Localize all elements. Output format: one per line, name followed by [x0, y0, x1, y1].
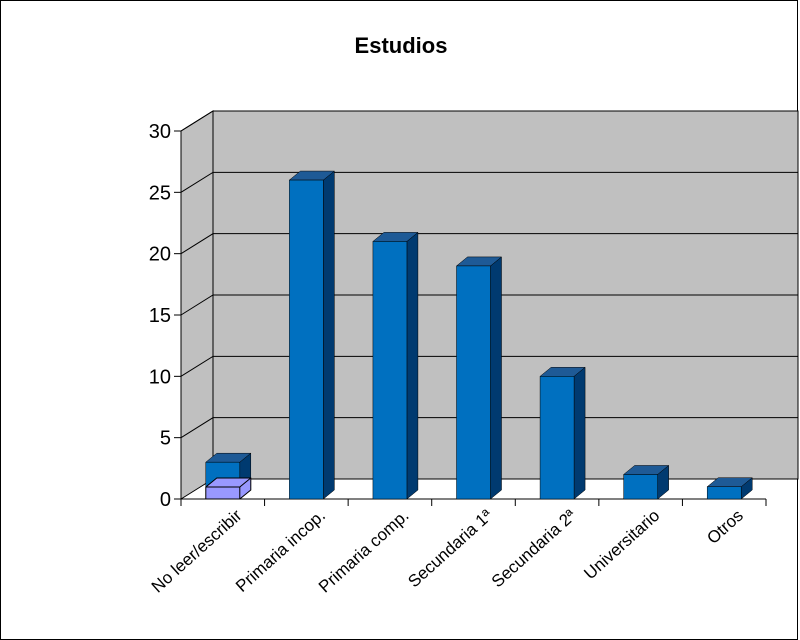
- y-tick-label: 30: [149, 121, 171, 143]
- bar-side: [490, 256, 502, 500]
- y-tick-label: 25: [149, 182, 171, 204]
- x-category-label: Secundaria 1ª: [404, 505, 496, 591]
- bar-side: [406, 231, 419, 500]
- y-tick-label: 20: [149, 244, 171, 266]
- y-tick-label: 0: [160, 489, 171, 511]
- chart-title: Estudios: [355, 33, 448, 58]
- y-tick-label: 10: [149, 366, 171, 388]
- bar-floor-highlight: [205, 477, 252, 500]
- gridline: [180, 294, 798, 316]
- bar-front: [539, 376, 575, 500]
- bar-side: [573, 366, 586, 500]
- bar: [372, 231, 419, 500]
- bar-front: [289, 179, 324, 500]
- gridline: [180, 417, 798, 439]
- bar: [622, 464, 670, 500]
- bars: [205, 170, 753, 500]
- bar: [205, 452, 252, 500]
- bar-front: [372, 241, 408, 500]
- y-tick-label: 5: [160, 428, 171, 450]
- gridline: [180, 355, 798, 377]
- x-category-label: Universitario: [580, 506, 663, 583]
- gridlines: [180, 110, 798, 439]
- bar: [706, 477, 753, 500]
- gridline: [180, 171, 798, 193]
- x-category-label: Otros: [703, 506, 747, 548]
- bar: [539, 366, 586, 500]
- gridline: [180, 110, 798, 132]
- bar-front: [456, 265, 491, 500]
- bar-side: [323, 170, 335, 500]
- y-axis-ticks: 0 5 10 15 20 25 30: [149, 121, 171, 511]
- x-category-label: Secundaria 2ª: [488, 505, 580, 591]
- x-category-label: No leer/escribir: [148, 506, 246, 597]
- y-tick-label: 15: [149, 305, 171, 327]
- bar-front: [623, 474, 658, 500]
- gridline: [180, 233, 798, 255]
- x-category-label: Primaria comp.: [315, 506, 413, 597]
- bar-front: [706, 486, 742, 500]
- bar: [288, 170, 336, 500]
- bar-floor-edge: [239, 477, 252, 488]
- bar: [455, 256, 503, 500]
